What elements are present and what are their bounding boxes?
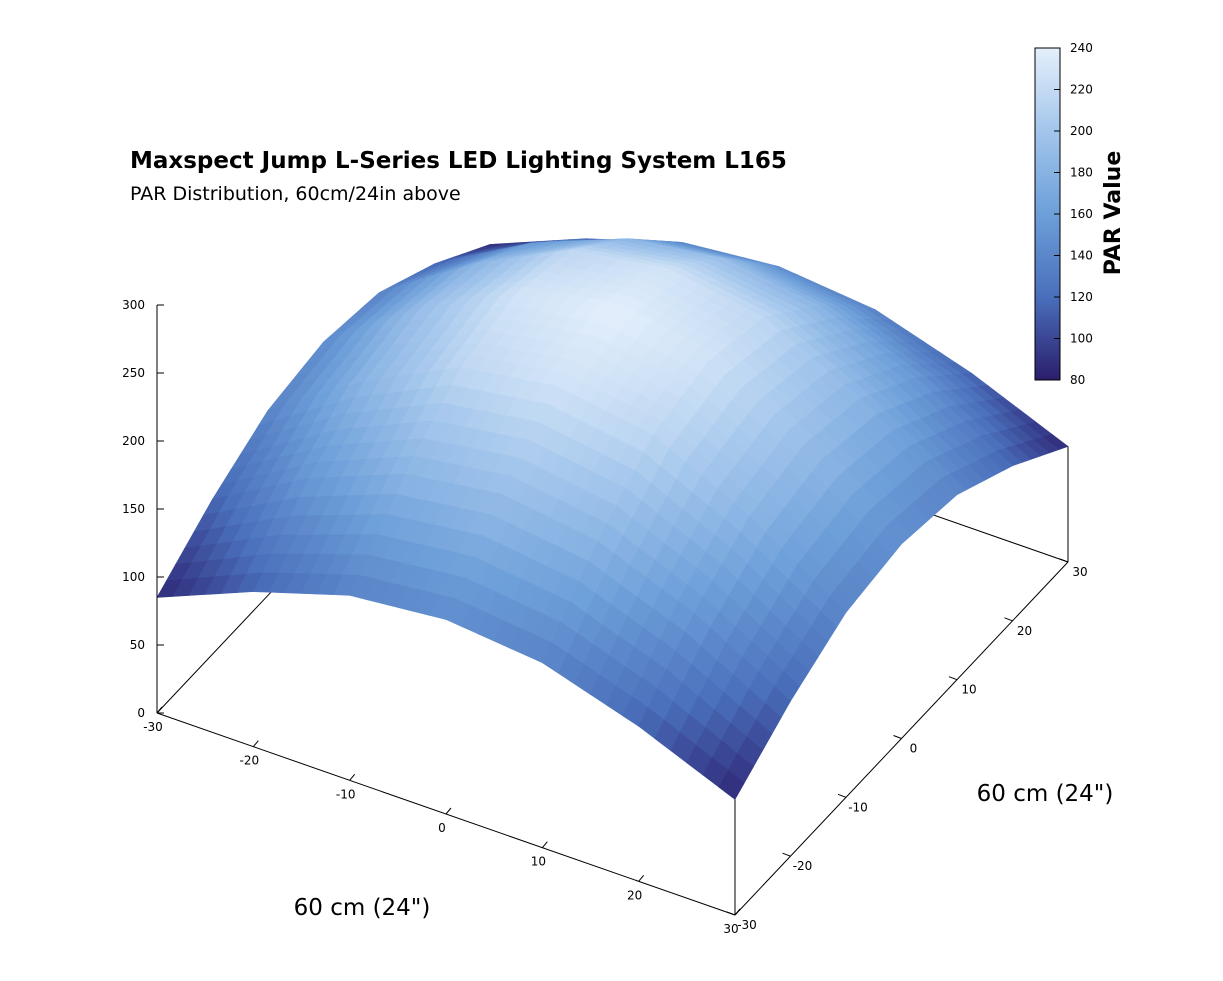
y-tick: [782, 852, 791, 857]
colorbar-tick-label: 100: [1070, 332, 1093, 346]
x-tick-label: 20: [627, 888, 642, 902]
chart-title: Maxspect Jump L-Series LED Lighting Syst…: [130, 148, 787, 174]
x-tick-label: -30: [143, 720, 163, 734]
y-tick-label: -20: [793, 859, 813, 873]
y-tick-label: 10: [961, 683, 976, 697]
z-tick-label: 50: [130, 638, 145, 652]
colorbar-tick-label: 160: [1070, 207, 1093, 221]
z-tick-label: 300: [122, 298, 145, 312]
colorbar: [1034, 47, 1061, 381]
colorbar-tick-label: 140: [1070, 249, 1093, 263]
z-tick-label: 200: [122, 434, 145, 448]
z-tick-label: 150: [122, 502, 145, 516]
x-tick: [252, 740, 259, 747]
x-tick-label: 10: [531, 855, 546, 869]
colorbar-tick-label: 120: [1070, 290, 1093, 304]
x-tick: [734, 908, 741, 916]
y-tick-label: 20: [1017, 624, 1032, 638]
x-tick: [349, 774, 356, 781]
x-tick-label: 30: [723, 922, 738, 936]
x-tick-label: -20: [240, 754, 260, 768]
y-tick: [726, 911, 736, 916]
y-tick-label: -10: [848, 800, 868, 814]
y-tick-label: -30: [737, 918, 757, 932]
z-tick-label: 0: [137, 706, 145, 720]
x-tick: [156, 706, 163, 714]
x-tick: [638, 875, 645, 882]
y-tick-label: 0: [910, 742, 918, 756]
colorbar-tick-label: 80: [1070, 373, 1085, 387]
colorbar-tick-label: 200: [1070, 124, 1093, 138]
colorbar-tick-label: 240: [1070, 41, 1093, 55]
surface: [156, 238, 1069, 800]
x-tick-label: -10: [336, 787, 356, 801]
colorbar-label: PAR Value: [1101, 151, 1126, 276]
colorbar-tick-label: 220: [1070, 83, 1093, 97]
z-tick-label: 100: [122, 570, 145, 584]
x-tick: [541, 841, 548, 848]
y-tick: [1059, 558, 1069, 563]
y-tick: [837, 793, 847, 798]
x-axis-label: 60 cm (24"): [294, 895, 431, 921]
x-tick-label: 0: [438, 821, 446, 835]
x-tick: [445, 807, 452, 815]
y-axis-label: 60 cm (24"): [977, 781, 1114, 807]
chart-subtitle: PAR Distribution, 60cm/24in above: [130, 183, 461, 205]
y-tick-label: 30: [1072, 565, 1087, 579]
y-tick: [948, 676, 958, 681]
z-tick-label: 250: [122, 366, 145, 380]
colorbar-tick-label: 180: [1070, 166, 1093, 180]
y-tick: [1004, 617, 1013, 622]
surface-cell: [718, 769, 745, 800]
y-tick: [893, 735, 902, 739]
